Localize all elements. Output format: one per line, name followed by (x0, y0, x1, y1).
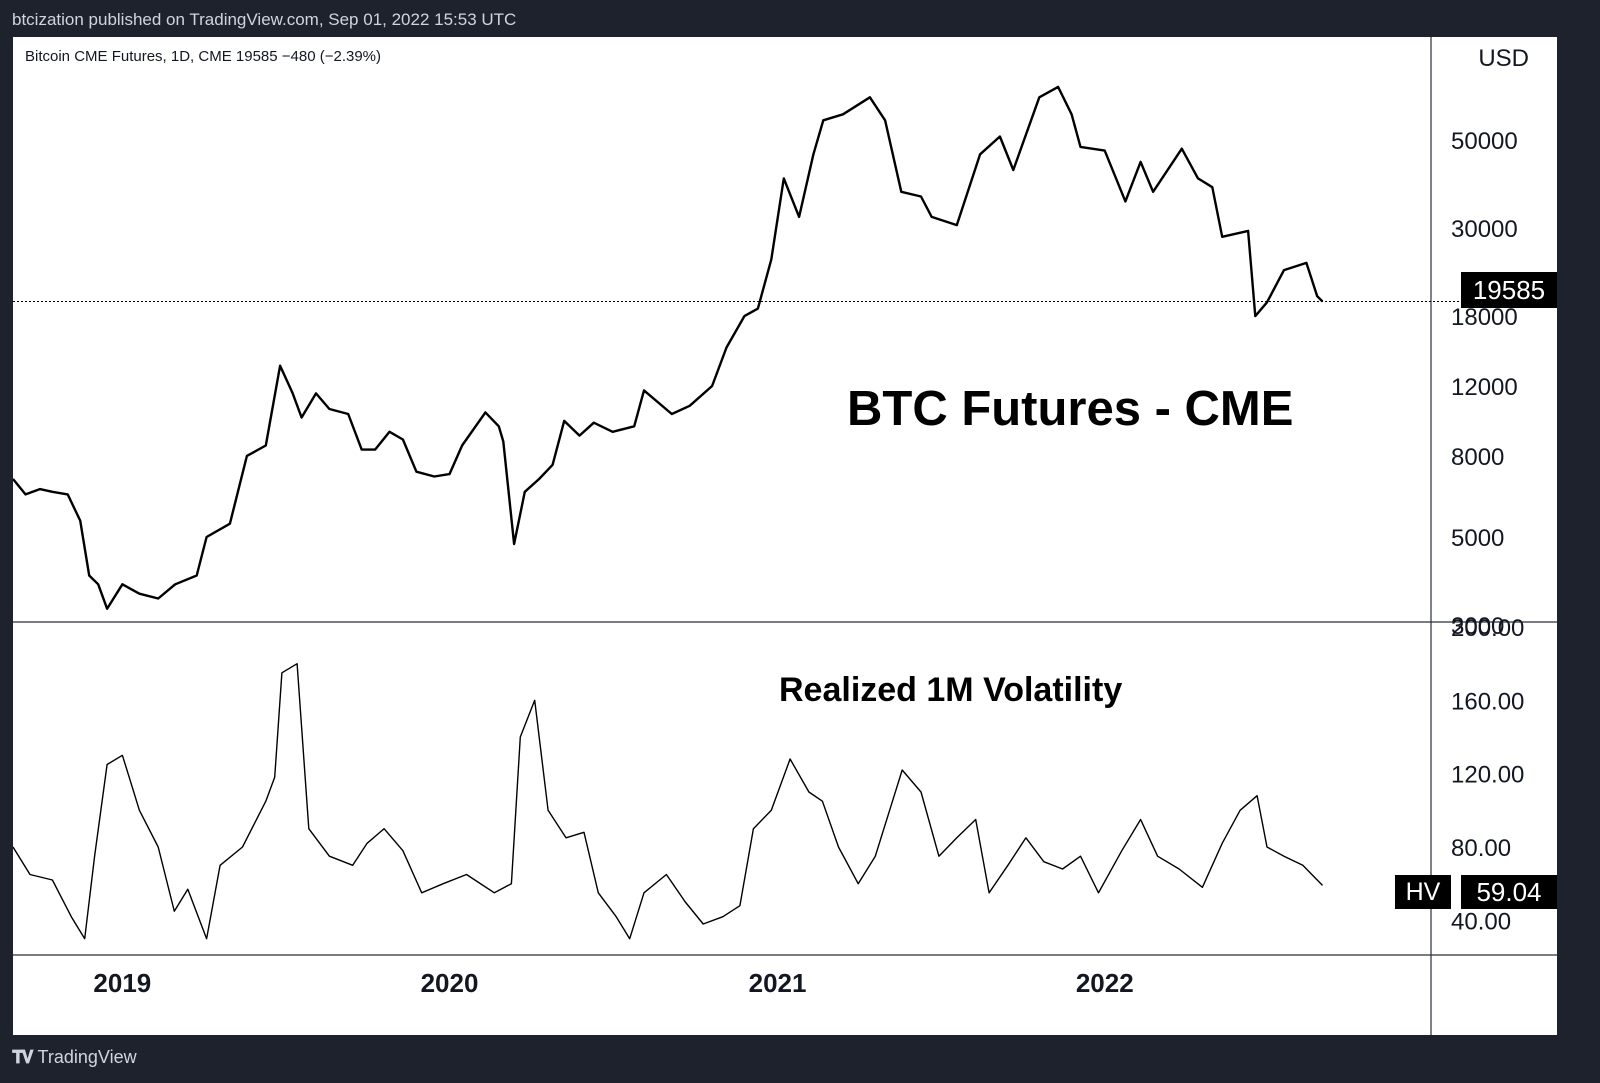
publish-header: btcization published on TradingView.com,… (12, 10, 517, 29)
price-annotation: BTC Futures - CME (847, 382, 1294, 436)
hv-tick-label: 80.00 (1451, 835, 1511, 862)
price-line (13, 85, 1324, 610)
price-tick-label: 3000 (1451, 613, 1504, 640)
hv-value-badge: 59.04 (1461, 875, 1557, 909)
currency-label: USD (1478, 45, 1529, 72)
price-tick-label: 30000 (1451, 216, 1518, 243)
price-axis-ticks: 3000 5000 8000 12000 18000 30000 50000 (1451, 128, 1518, 640)
chart-frame: 3000 5000 8000 12000 18000 30000 50000 40.00 80… (13, 37, 1557, 1035)
hv-tick-label: 120.00 (1451, 762, 1524, 789)
time-tick-label: 2022 (1076, 968, 1134, 998)
time-tick-label: 2019 (93, 968, 151, 998)
last-price-badge: 19585 (1461, 272, 1557, 308)
hv-line (13, 663, 1323, 940)
price-tick-label: 18000 (1451, 304, 1518, 331)
volatility-annotation: Realized 1M Volatility (779, 671, 1123, 709)
price-tick-label: 12000 (1451, 374, 1518, 401)
price-tick-label: 50000 (1451, 128, 1518, 155)
brand-footer: 𝐓𝐕 TradingView (12, 1047, 137, 1068)
chart-svg: 3000 5000 8000 12000 18000 30000 50000 40.00 80… (13, 37, 1557, 1035)
time-axis-ticks: 2019 2020 2021 2022 (93, 968, 1133, 998)
price-tick-label: 5000 (1451, 525, 1504, 552)
time-tick-label: 2021 (749, 968, 807, 998)
hv-series (13, 663, 1323, 940)
time-tick-label: 2020 (421, 968, 479, 998)
hv-tick-label: 40.00 (1451, 908, 1511, 935)
hv-tick-label: 200.00 (1451, 615, 1524, 642)
price-tick-label: 8000 (1451, 444, 1504, 471)
hv-tick-label: 160.00 (1451, 688, 1524, 715)
symbol-legend[interactable]: Bitcoin CME Futures, 1D, CME 19585 −480 … (25, 48, 382, 65)
hv-axis-ticks: 40.00 80.00 120.00 160.00 200.00 (1451, 615, 1524, 935)
price-series (13, 85, 1324, 610)
brand-name: TradingView (37, 1047, 137, 1067)
panel-dividers (13, 37, 1557, 1035)
tradingview-logo-icon: 𝐓𝐕 (12, 1047, 33, 1067)
hv-indicator-tag: HV (1395, 875, 1451, 909)
